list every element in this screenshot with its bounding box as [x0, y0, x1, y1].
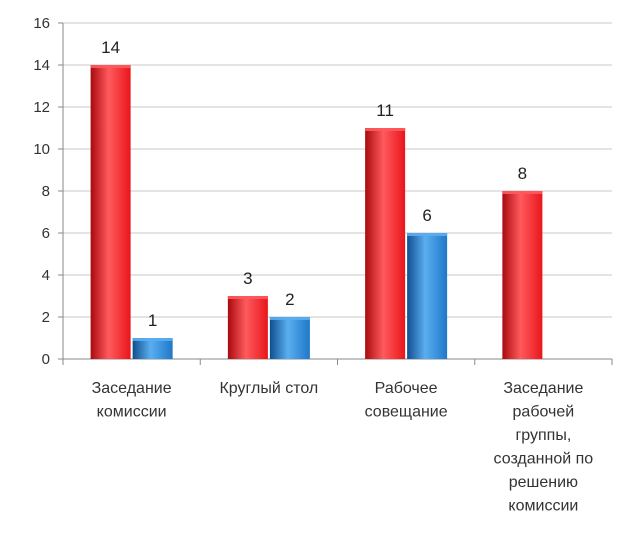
- y-tick-label: 8: [42, 183, 50, 200]
- x-category-label: Заседание: [503, 380, 583, 397]
- data-label: 3: [243, 269, 252, 288]
- data-label: 8: [518, 164, 527, 183]
- x-category-label: комиссии: [97, 404, 167, 421]
- bar-top-highlight: [502, 191, 543, 194]
- bars: [90, 65, 543, 359]
- y-tick-label: 12: [33, 99, 50, 116]
- x-category-label: совещание: [365, 404, 448, 421]
- labels: 0 2 4 6 8 10 12 14 16 14 1 Заседание комиссии 3 2 Кругл…: [33, 15, 593, 515]
- data-label: 14: [101, 38, 120, 57]
- bar-series1-cat2: [227, 296, 268, 359]
- bar-top-highlight: [269, 317, 310, 320]
- x-category-label: рабочей: [513, 404, 575, 421]
- y-tick-label: 6: [42, 225, 50, 242]
- bar-series2-cat3: [407, 233, 448, 359]
- bar-top-highlight: [132, 338, 173, 341]
- y-tick-label: 16: [33, 15, 50, 32]
- bar-top-highlight: [90, 65, 131, 68]
- bar-top-highlight: [227, 296, 268, 299]
- y-tick-label: 0: [42, 351, 50, 368]
- y-tick-label: 14: [33, 57, 50, 74]
- bar-series2-cat1: [132, 338, 173, 359]
- x-category-label: Круглый стол: [219, 380, 318, 397]
- gridlines: [63, 22, 612, 318]
- bar-top-highlight: [407, 233, 448, 236]
- x-category-label: комиссии: [508, 498, 578, 515]
- x-category-label: Заседание: [92, 380, 172, 397]
- x-category-label: решению: [509, 474, 578, 491]
- data-label: 1: [148, 311, 157, 330]
- bar-series1-cat3: [365, 128, 406, 359]
- data-label: 6: [422, 206, 431, 225]
- x-category-label: группы,: [515, 427, 571, 444]
- data-label: 11: [376, 101, 394, 120]
- bar-series1-cat1: [90, 65, 131, 359]
- bar-top-highlight: [365, 128, 406, 131]
- x-category-label: созданной по: [494, 451, 594, 468]
- x-category-label: Рабочее: [375, 380, 438, 397]
- y-tick-label: 4: [42, 267, 50, 284]
- bar-series1-cat4: [502, 191, 543, 359]
- data-label: 2: [285, 290, 294, 309]
- y-tick-label: 2: [42, 309, 50, 326]
- bar-series2-cat2: [269, 317, 310, 359]
- y-tick-label: 10: [33, 141, 50, 158]
